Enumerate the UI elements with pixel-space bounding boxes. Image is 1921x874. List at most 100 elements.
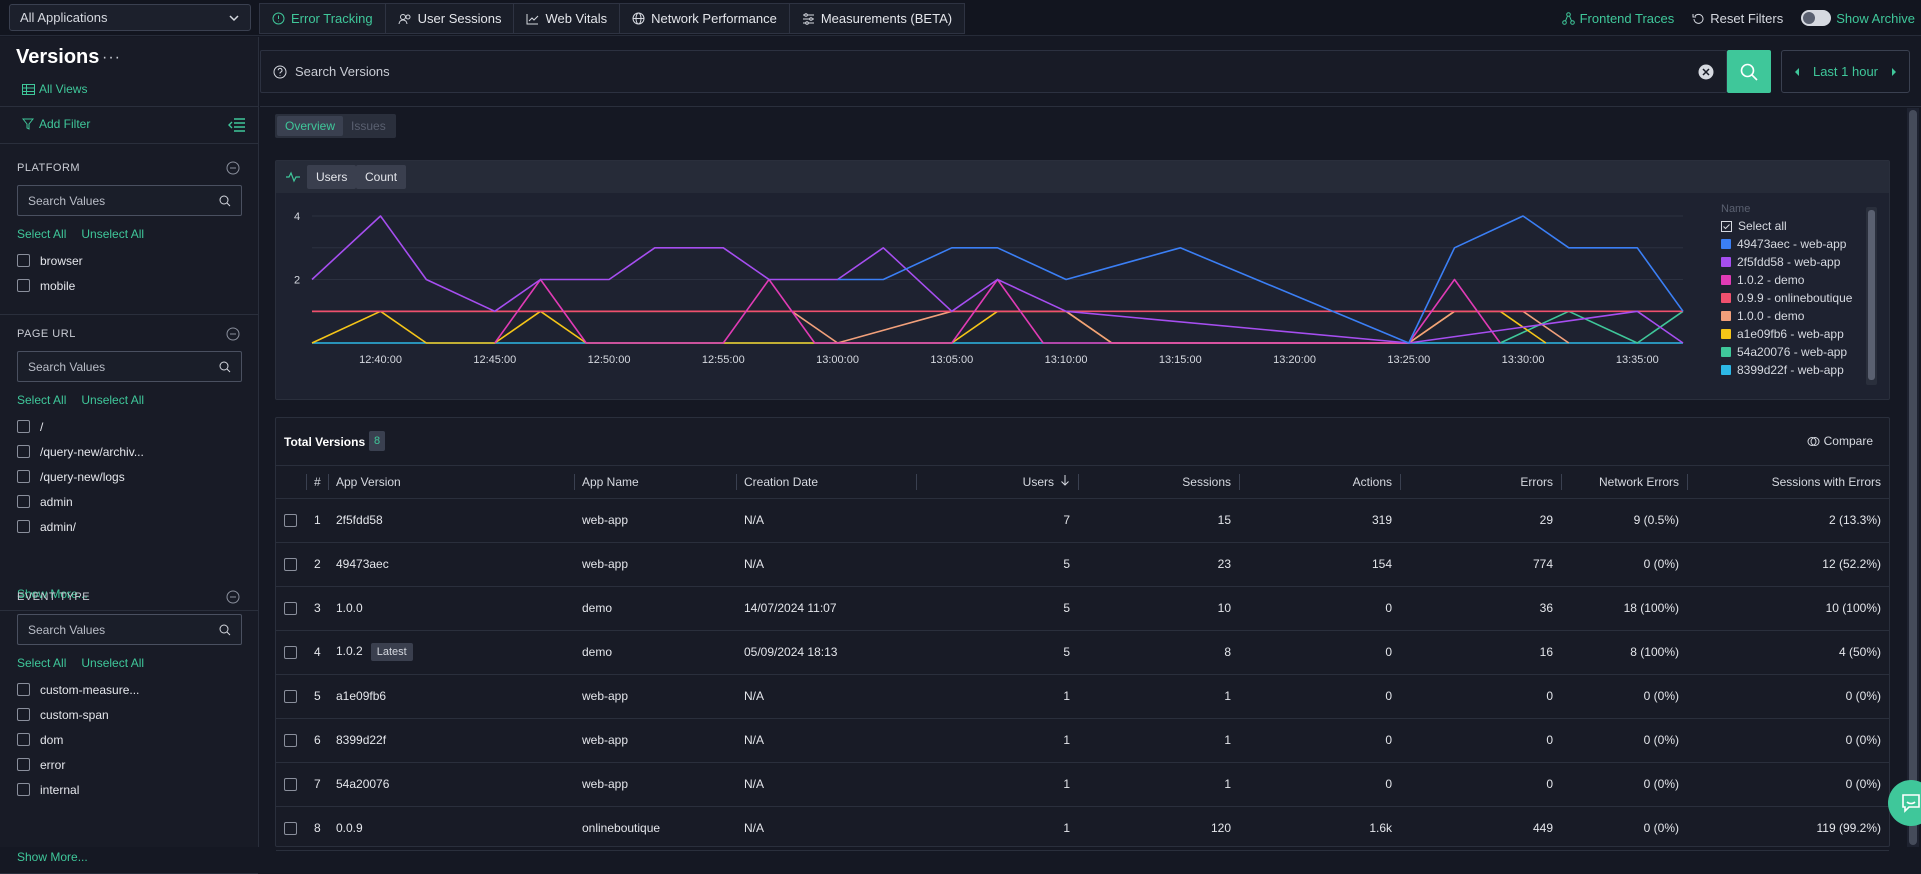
- filter-option[interactable]: /: [17, 414, 144, 439]
- unselect-all-link[interactable]: Unselect All: [81, 656, 145, 670]
- column-header[interactable]: Sessions: [1078, 466, 1239, 499]
- show-archive-toggle[interactable]: Show Archive: [1801, 10, 1915, 26]
- checkbox[interactable]: [17, 683, 30, 696]
- tab-error-tracking[interactable]: Error Tracking: [259, 3, 386, 34]
- scrollbar-thumb[interactable]: [1909, 110, 1917, 845]
- column-header[interactable]: Sessions with Errors: [1687, 466, 1889, 499]
- filter-option[interactable]: admin: [17, 489, 144, 514]
- select-all-link[interactable]: Select All: [17, 393, 67, 407]
- main-scrollbar[interactable]: [1907, 108, 1919, 847]
- row-checkbox[interactable]: [284, 645, 297, 659]
- tab-network-performance[interactable]: Network Performance: [619, 3, 790, 34]
- select-all-link[interactable]: Select All: [17, 227, 67, 241]
- row-checkbox[interactable]: [284, 557, 297, 571]
- compare-button[interactable]: Compare: [1807, 434, 1873, 448]
- row-checkbox[interactable]: [284, 777, 297, 791]
- filter-option[interactable]: custom-span: [17, 702, 139, 727]
- row-checkbox[interactable]: [284, 513, 297, 527]
- table-row[interactable]: 1 2f5fdd58 web-app N/A 7 15 319 29 9 (0.5%) 2 (13…: [276, 498, 1889, 543]
- page-url-search-field[interactable]: [17, 351, 242, 382]
- event-type-search-field[interactable]: [17, 614, 242, 645]
- sort-descending-icon[interactable]: [1060, 474, 1070, 486]
- legend-item[interactable]: 49473aec - web-app: [1721, 235, 1871, 253]
- table-row[interactable]: 4 1.0.2 Latest demo 05/09/2024 18:13 5 8 0 16 8 (…: [276, 630, 1889, 675]
- filter-option[interactable]: /query-new/archiv...: [17, 439, 144, 464]
- row-checkbox[interactable]: [284, 821, 297, 835]
- chevron-right-icon[interactable]: [1891, 67, 1897, 76]
- time-range-picker[interactable]: Last 1 hour: [1781, 50, 1910, 93]
- select-all-link[interactable]: Select All: [17, 656, 67, 670]
- row-checkbox[interactable]: [284, 689, 297, 703]
- row-checkbox[interactable]: [284, 601, 297, 615]
- platform-search-input[interactable]: [28, 193, 208, 208]
- column-header[interactable]: Actions: [1239, 466, 1400, 499]
- subtab-overview[interactable]: Overview: [277, 116, 344, 136]
- column-header[interactable]: Creation Date: [736, 466, 916, 499]
- clear-icon[interactable]: [1698, 64, 1714, 80]
- show-more-link[interactable]: Show More...: [17, 587, 88, 601]
- checkbox[interactable]: [17, 783, 30, 796]
- column-header[interactable]: Network Errors: [1561, 466, 1687, 499]
- application-select[interactable]: All Applications: [9, 4, 251, 31]
- column-header[interactable]: App Name: [574, 466, 736, 499]
- row-checkbox[interactable]: [284, 733, 297, 747]
- column-header[interactable]: #: [306, 466, 328, 499]
- chart-mode-count[interactable]: Count: [356, 165, 407, 189]
- chat-support-button[interactable]: [1888, 780, 1921, 826]
- all-views-link[interactable]: All Views: [22, 82, 87, 96]
- filter-option[interactable]: custom-measure...: [17, 677, 139, 702]
- tab-web-vitals[interactable]: Web Vitals: [513, 3, 621, 34]
- search-versions-input[interactable]: [295, 64, 1698, 79]
- checkbox[interactable]: [17, 254, 30, 267]
- legend-item[interactable]: 0.9.9 - onlineboutique: [1721, 289, 1871, 307]
- archive-toggle-switch[interactable]: [1801, 10, 1832, 26]
- table-row[interactable]: 2 49473aec web-app N/A 5 23 154 774 0 (0%) 12 (52…: [276, 542, 1889, 587]
- table-row[interactable]: 5 a1e09fb6 web-app N/A 1 1 0 0 0 (0%) 0 (0%): [276, 674, 1889, 719]
- more-options-icon[interactable]: ···: [102, 49, 121, 66]
- legend-item[interactable]: 1.0.0 - demo: [1721, 307, 1871, 325]
- table-row[interactable]: 8 0.0.9 onlineboutique N/A 1 120 1.6k 449 0 (0%)…: [276, 806, 1889, 851]
- column-header[interactable]: Users: [916, 466, 1078, 499]
- filter-option[interactable]: /query-new/logs: [17, 464, 144, 489]
- filter-option[interactable]: admin/: [17, 514, 144, 539]
- legend-item[interactable]: 1.0.2 - demo: [1721, 271, 1871, 289]
- search-button[interactable]: [1727, 50, 1771, 93]
- legend-scrollbar[interactable]: [1866, 207, 1877, 385]
- filter-option[interactable]: error: [17, 752, 139, 777]
- checkbox[interactable]: [17, 520, 30, 533]
- reset-filters-button[interactable]: Reset Filters: [1692, 11, 1783, 26]
- page-url-search-input[interactable]: [28, 359, 208, 374]
- search-versions-bar[interactable]: [260, 50, 1727, 93]
- platform-search-field[interactable]: [17, 185, 242, 216]
- filter-option[interactable]: internal: [17, 777, 139, 802]
- tab-measurements[interactable]: Measurements (BETA): [788, 3, 966, 34]
- checkbox-checked-icon[interactable]: [1721, 220, 1732, 232]
- event-type-search-input[interactable]: [28, 622, 208, 637]
- collapse-section-icon[interactable]: [226, 590, 240, 604]
- tab-user-sessions[interactable]: User Sessions: [384, 3, 515, 34]
- filter-option[interactable]: dom: [17, 727, 139, 752]
- checkbox[interactable]: [17, 495, 30, 508]
- show-more-link[interactable]: Show More...: [17, 850, 88, 864]
- table-row[interactable]: 6 8399d22f web-app N/A 1 1 0 0 0 (0%) 0 (0%): [276, 718, 1889, 763]
- add-filter-button[interactable]: Add Filter: [22, 117, 90, 131]
- unselect-all-link[interactable]: Unselect All: [81, 393, 145, 407]
- checkbox[interactable]: [17, 733, 30, 746]
- collapse-sidebar-icon[interactable]: [228, 118, 246, 132]
- filter-option[interactable]: mobile: [17, 273, 83, 298]
- legend-item[interactable]: 8399d22f - web-app: [1721, 361, 1871, 379]
- checkbox[interactable]: [17, 708, 30, 721]
- checkbox[interactable]: [17, 445, 30, 458]
- filter-option[interactable]: browser: [17, 248, 83, 273]
- checkbox[interactable]: [17, 420, 30, 433]
- legend-item[interactable]: 54a20076 - web-app: [1721, 343, 1871, 361]
- collapse-section-icon[interactable]: [226, 327, 240, 341]
- table-row[interactable]: 3 1.0.0 demo 14/07/2024 11:07 5 10 0 36 18 (100%…: [276, 586, 1889, 631]
- legend-item[interactable]: 2f5fdd58 - web-app: [1721, 253, 1871, 271]
- chevron-left-icon[interactable]: [1794, 67, 1800, 76]
- column-header[interactable]: App Version: [328, 466, 574, 499]
- legend-select-all[interactable]: Select all: [1721, 217, 1871, 235]
- table-row[interactable]: 7 54a20076 web-app N/A 1 1 0 0 0 (0%) 0 (0%): [276, 762, 1889, 807]
- chart-mode-users[interactable]: Users: [307, 165, 357, 189]
- help-icon[interactable]: [273, 65, 287, 79]
